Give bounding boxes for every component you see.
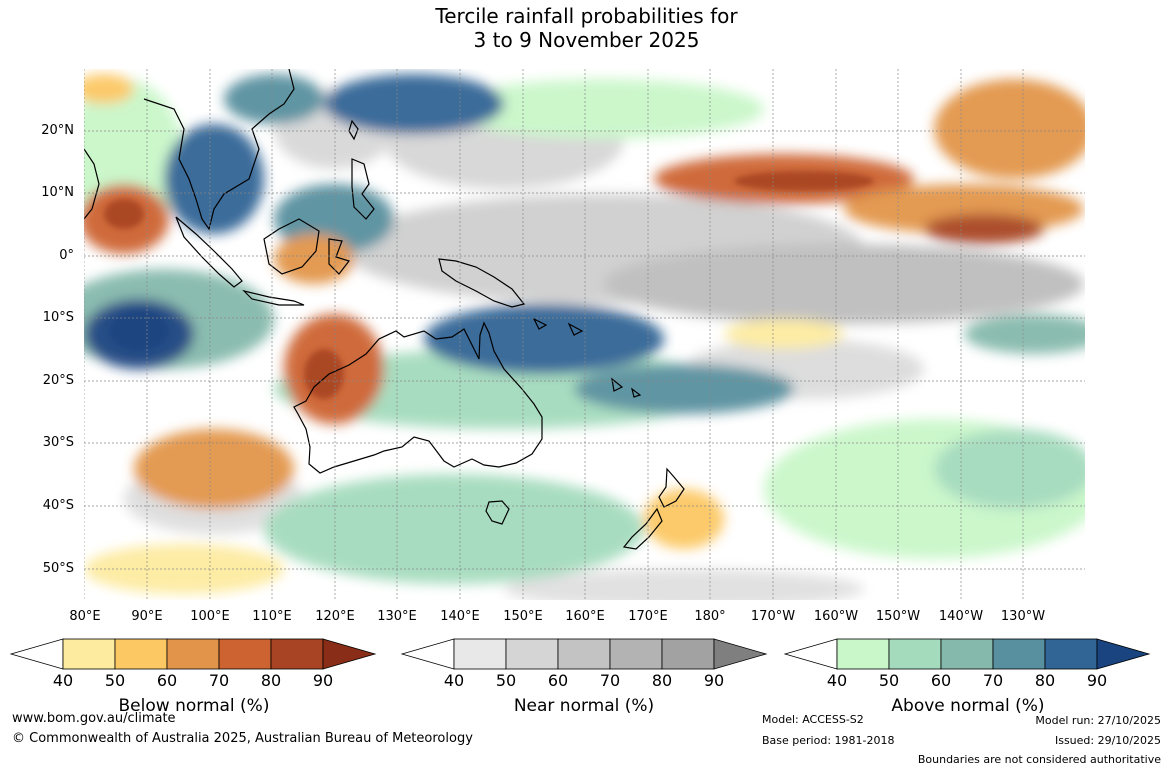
- website-link[interactable]: www.bom.gov.au/climate: [12, 711, 176, 726]
- colorbar-near-label: Near normal (%): [513, 696, 655, 716]
- cbar-near-bin-60-70: [557, 638, 611, 670]
- lon-label-100e: 100°E: [190, 609, 230, 624]
- cbar-below-extend-low: [10, 638, 64, 670]
- rainfall-probability-map[interactable]: [84, 69, 1085, 600]
- cbar-above-bin-80-90: [1044, 638, 1098, 670]
- cbar-below-tick: 80: [260, 671, 282, 690]
- lat-label-10n: 10°N: [41, 185, 74, 200]
- cbar-below-tick: 50: [104, 671, 126, 690]
- issued-date: Issued: 29/10/2025: [1054, 734, 1161, 747]
- cbar-near-bin-40-50: [453, 638, 507, 670]
- lat-label-30s: 30°S: [42, 435, 74, 450]
- base-period: Base period: 1981-2018: [762, 734, 895, 747]
- colorbar-near-normal: [401, 638, 768, 670]
- cbar-near-tick: 50: [495, 671, 517, 690]
- cbar-below-bin-70-80: [218, 638, 272, 670]
- lat-label-0: 0°: [59, 248, 74, 263]
- cbar-above-extend-low: [784, 638, 838, 670]
- cbar-below-tick: 70: [208, 671, 230, 690]
- cbar-below-bin-50-60: [114, 638, 168, 670]
- cbar-near-extend-low: [401, 638, 455, 670]
- lat-label-50s: 50°S: [42, 561, 74, 576]
- cbar-above-bin-50-60: [888, 638, 942, 670]
- lon-label-160w: 160°W: [813, 609, 859, 624]
- copyright-text: © Commonwealth of Australia 2025, Austra…: [12, 731, 473, 746]
- cbar-near-tick: 40: [443, 671, 465, 690]
- cbar-near-tick: 80: [651, 671, 673, 690]
- graticule: [84, 69, 1085, 600]
- title-line-2: 3 to 9 November 2025: [473, 28, 700, 52]
- coastlines: [84, 69, 685, 550]
- lon-label-140w: 140°W: [938, 609, 984, 624]
- probability-field: [84, 74, 1085, 600]
- lon-label-130w: 130°W: [1000, 609, 1046, 624]
- lon-label-90e: 90°E: [131, 609, 163, 624]
- model-name: Model: ACCESS-S2: [762, 713, 864, 726]
- cbar-below-bin-60-70: [166, 638, 220, 670]
- lon-label-150e: 150°E: [503, 609, 543, 624]
- colorbar-below-normal: [10, 638, 377, 670]
- cbar-above-bin-40-50: [836, 638, 890, 670]
- cbar-above-tick: 40: [826, 671, 848, 690]
- model-run-date: Model run: 27/10/2025: [1035, 714, 1161, 727]
- lon-label-150w: 150°W: [875, 609, 921, 624]
- cbar-near-tick: 60: [547, 671, 569, 690]
- cbar-near-bin-80-90: [661, 638, 715, 670]
- lat-label-20n: 20°N: [41, 123, 74, 138]
- cbar-below-tick: 90: [312, 671, 334, 690]
- cbar-below-tick: 60: [156, 671, 178, 690]
- title-line-1: Tercile rainfall probabilities for: [435, 4, 738, 28]
- lon-label-130e: 130°E: [377, 609, 417, 624]
- cbar-near-extend-high: [713, 638, 768, 670]
- cbar-above-tick: 90: [1086, 671, 1108, 690]
- cbar-near-bin-50-60: [505, 638, 559, 670]
- chart-title: Tercile rainfall probabilities for 3 to …: [0, 4, 1173, 52]
- cbar-near-tick: 70: [599, 671, 621, 690]
- lon-label-170e: 170°E: [628, 609, 668, 624]
- cbar-above-bin-70-80: [992, 638, 1046, 670]
- cbar-near-tick: 90: [703, 671, 725, 690]
- lon-label-110e: 110°E: [252, 609, 292, 624]
- lat-label-20s: 20°S: [42, 373, 74, 388]
- boundaries-disclaimer: Boundaries are not considered authoritat…: [917, 753, 1161, 766]
- colorbar-above-normal: [784, 638, 1151, 670]
- lon-label-140e: 140°E: [440, 609, 480, 624]
- cbar-above-tick: 70: [982, 671, 1004, 690]
- lat-label-40s: 40°S: [42, 498, 74, 513]
- cbar-above-tick: 80: [1034, 671, 1056, 690]
- colorbar-below-label: Below normal (%): [118, 696, 270, 716]
- cbar-below-bin-80-90: [270, 638, 324, 670]
- cbar-above-bin-60-70: [940, 638, 994, 670]
- cbar-below-extend-high: [322, 638, 377, 670]
- lon-label-80e: 80°E: [69, 609, 101, 624]
- cbar-near-bin-70-80: [609, 638, 663, 670]
- lon-label-170w: 170°W: [750, 609, 796, 624]
- lon-label-160e: 160°E: [565, 609, 605, 624]
- cbar-above-tick: 60: [930, 671, 952, 690]
- lat-label-10s: 10°S: [42, 310, 74, 325]
- cbar-below-tick: 40: [52, 671, 74, 690]
- cbar-above-tick: 50: [878, 671, 900, 690]
- lon-label-180: 180°: [694, 609, 726, 624]
- lon-label-120e: 120°E: [315, 609, 355, 624]
- colorbar-above-label: Above normal (%): [891, 696, 1045, 716]
- cbar-above-extend-high: [1096, 638, 1151, 670]
- cbar-below-bin-40-50: [62, 638, 116, 670]
